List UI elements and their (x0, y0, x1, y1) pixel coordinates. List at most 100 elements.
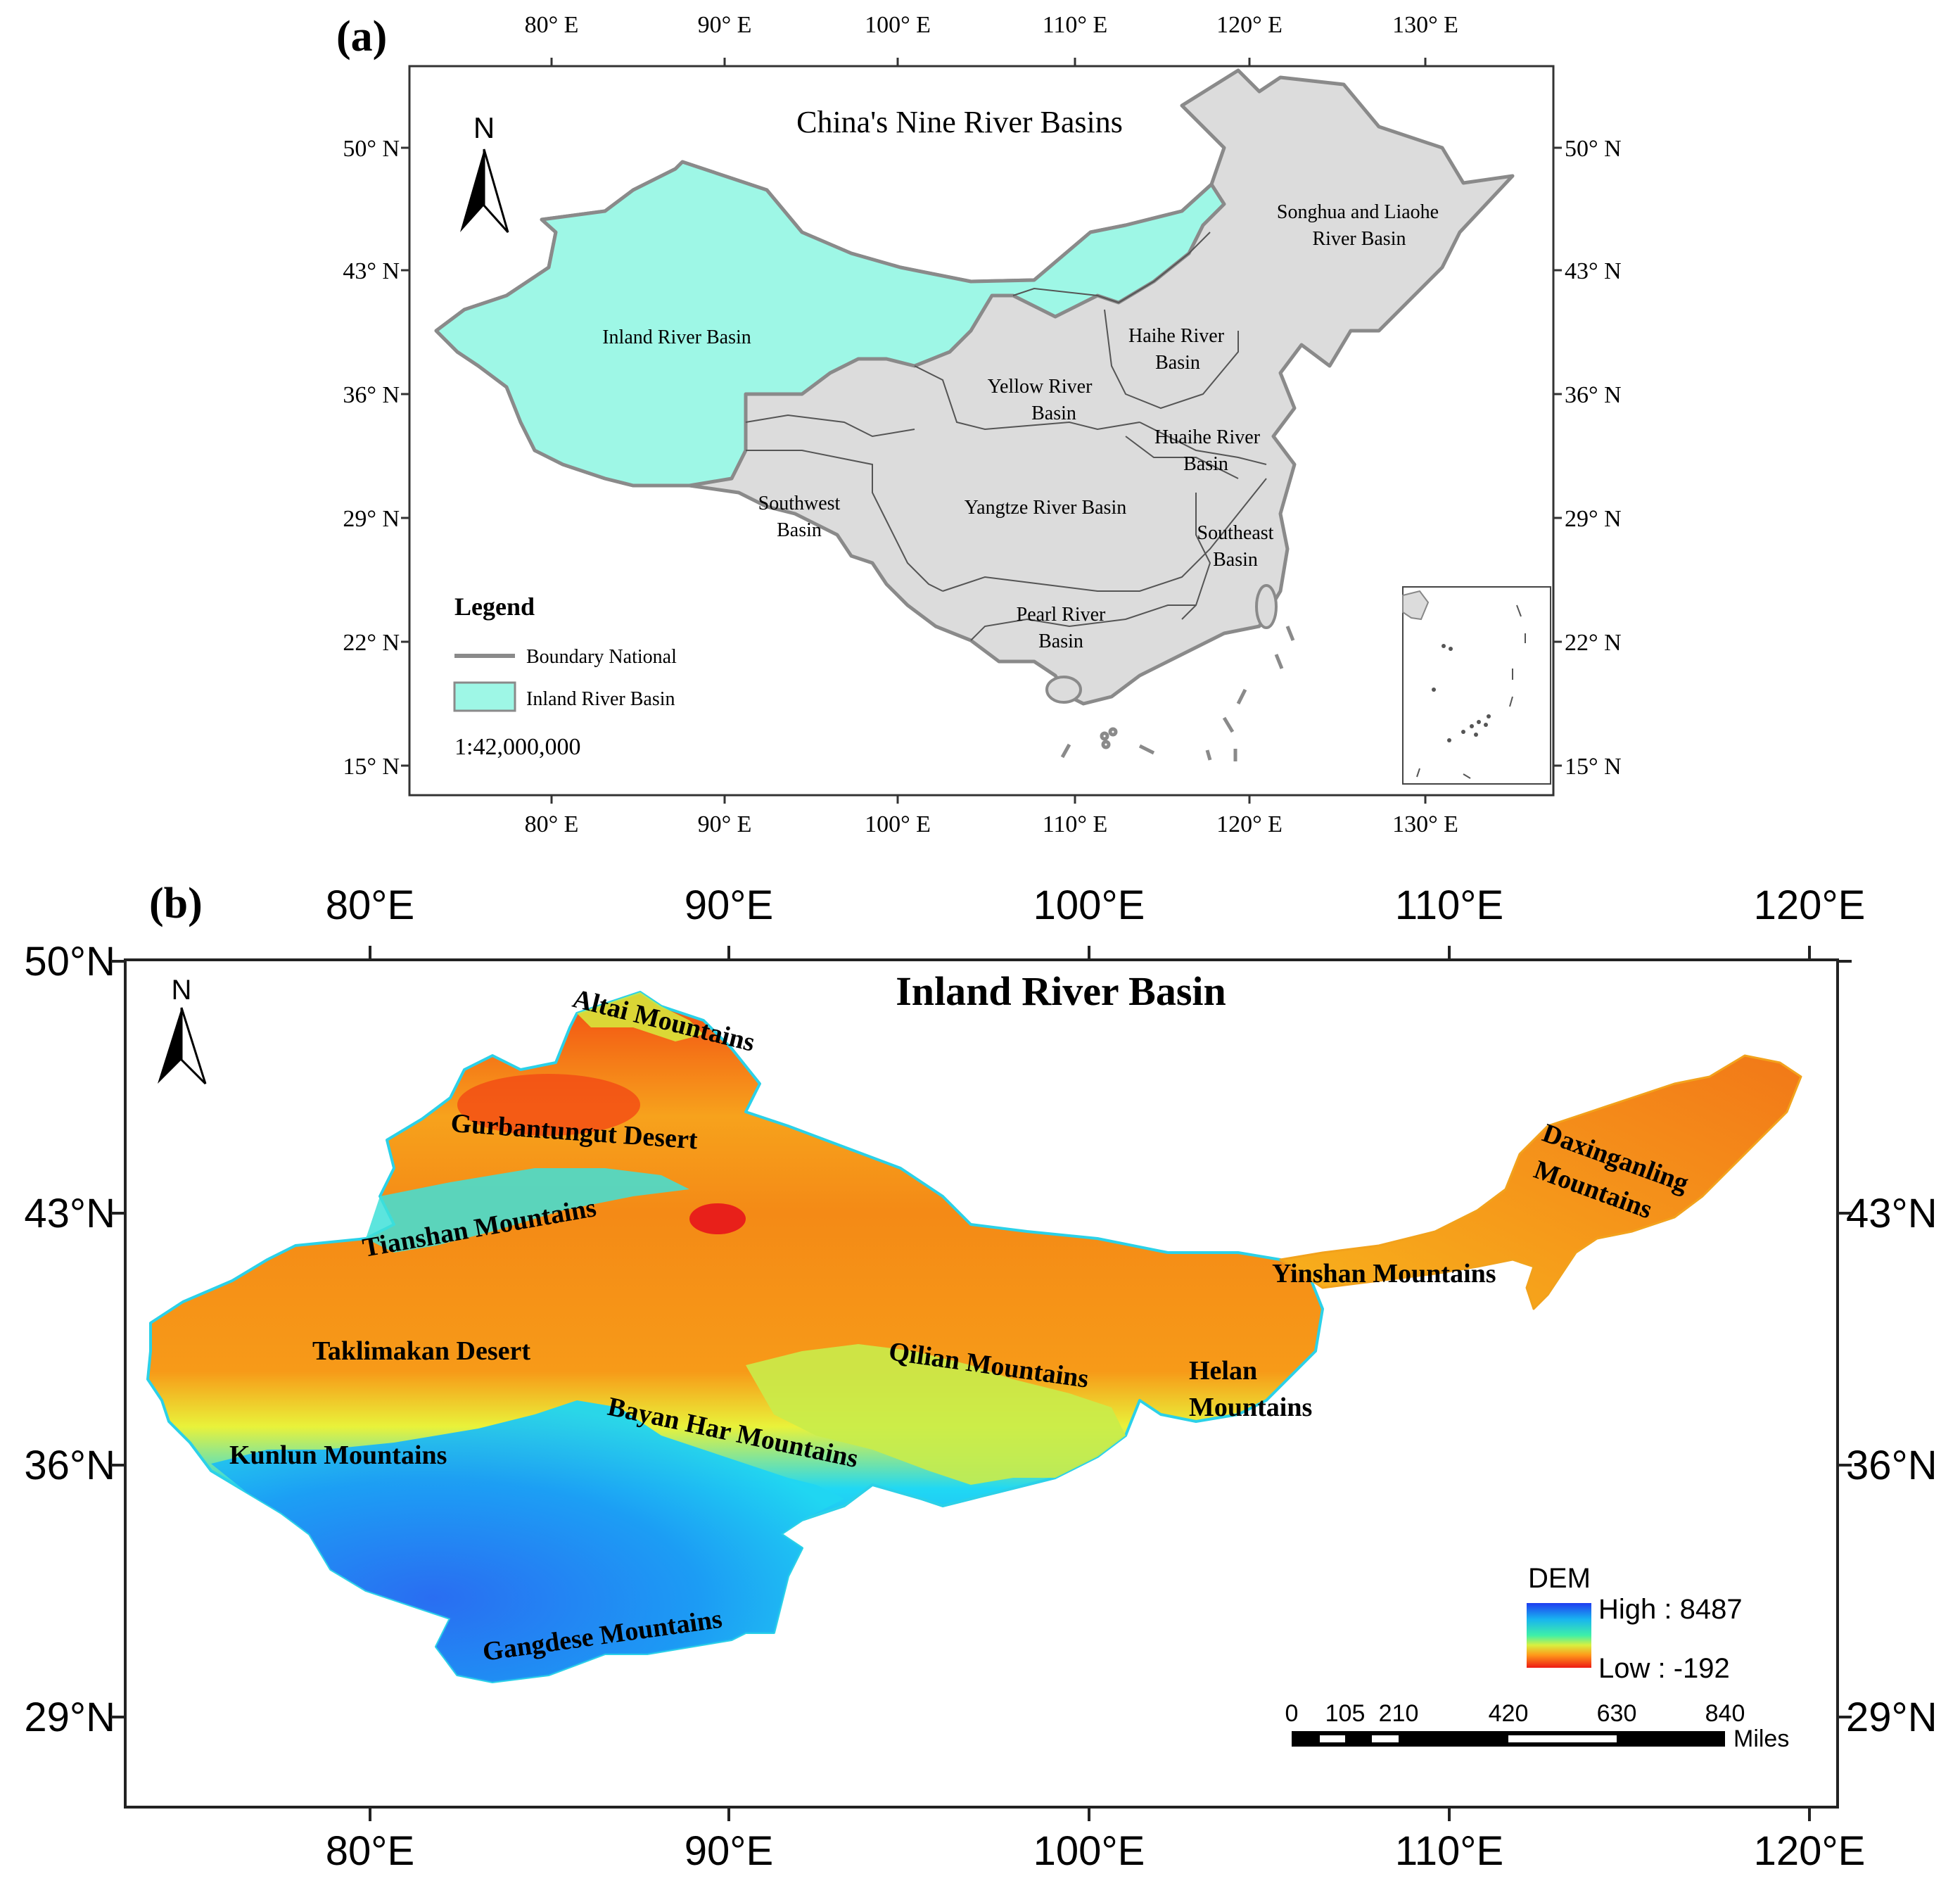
label-pearl: Basin (1038, 631, 1083, 652)
dem-low-label: Low : -192 (1598, 1653, 1730, 1684)
lat-label: 36°N (24, 1443, 115, 1488)
north-arrow-icon: N (460, 111, 509, 234)
label-huaihe: Huaihe River (1154, 426, 1261, 448)
lat-label: 43°N (1846, 1191, 1937, 1236)
label-kunlun: Kunlun Mountains (229, 1440, 447, 1470)
panel-b-left-lat-labels: 50°N 43°N 36°N 29°N (24, 939, 115, 1740)
lon-label: 80° E (525, 12, 579, 38)
lat-label: 29°N (24, 1695, 115, 1740)
panel-a-bottom-lon-labels: 80° E 90° E 100° E 110° E 120° E 130° E (525, 811, 1458, 837)
label-southwest: Basin (777, 519, 822, 541)
panel-a-label: (a) (336, 13, 387, 61)
scale-tick-label: 105 (1325, 1700, 1366, 1727)
north-arrow-label: N (172, 975, 192, 1006)
scale-unit: Miles (1733, 1725, 1789, 1752)
lon-label: 80°E (326, 1828, 414, 1874)
dem-legend: DEM High : 8487 Low : -192 (1527, 1563, 1743, 1684)
basin-boundaries (745, 232, 1267, 641)
label-yinshan: Yinshan Mountains (1272, 1259, 1496, 1288)
lon-label: 80°E (326, 882, 414, 928)
lat-label: 50°N (24, 939, 115, 984)
lat-label: 22° N (1565, 630, 1622, 656)
label-southwest: Southwest (758, 493, 841, 514)
label-yellow: Basin (1031, 403, 1076, 424)
tibetan-plateau-dem (211, 1400, 844, 1682)
label-yangtze: Yangtze River Basin (965, 497, 1126, 519)
label-haihe: Basin (1155, 352, 1200, 374)
legend-title: Legend (454, 593, 535, 621)
panel-a-legend: Legend Boundary National Inland River Ba… (453, 593, 677, 760)
lat-label: 43°N (24, 1191, 115, 1236)
scale-tick-label: 420 (1489, 1700, 1529, 1727)
label-southeast: Basin (1213, 549, 1258, 571)
lon-label: 100° E (865, 811, 931, 837)
scale-tick-label: 0 (1285, 1700, 1299, 1727)
label-yellow: Yellow River (988, 376, 1093, 398)
scale-tick-label: 630 (1597, 1700, 1637, 1727)
lon-label: 120° E (1216, 12, 1283, 38)
panel-a-ticks (401, 58, 1562, 804)
inland-basin-dem-east (1279, 1054, 1802, 1310)
panel-b-label: (b) (149, 880, 203, 927)
basin-labels: Inland River Basin Songhua and Liaohe Ri… (602, 201, 1439, 652)
taiwan-island (1255, 584, 1278, 629)
panel-a-right-lat-labels: 50° N 43° N 36° N 29° N 22° N 15° N (1565, 136, 1622, 780)
panel-a-left-lat-labels: 50° N 43° N 36° N 29° N 22° N 15° N (343, 136, 400, 780)
panel-a: (a) 80° E 90° E 100° E 110° E 120° E 130… (336, 12, 1622, 837)
north-arrow-icon: N (158, 975, 207, 1085)
legend-inland-swatch (453, 681, 516, 712)
label-haihe: Haihe River (1128, 325, 1225, 347)
lat-label: 36°N (1846, 1443, 1937, 1488)
lat-label: 36° N (1565, 382, 1622, 408)
hainan-island (1045, 676, 1082, 704)
panel-a-top-lon-labels: 80° E 90° E 100° E 110° E 120° E 130° E (525, 12, 1458, 38)
label-pearl: Pearl River (1017, 604, 1106, 626)
lon-label: 100°E (1033, 882, 1145, 928)
south-sea-islands (1060, 626, 1295, 761)
turpan-depression-dem (689, 1203, 746, 1234)
lon-label: 120° E (1216, 811, 1283, 837)
dem-legend-title: DEM (1528, 1563, 1591, 1594)
lat-label: 50° N (343, 136, 400, 162)
label-songhua: River Basin (1313, 228, 1406, 250)
scale-ratio: 1:42,000,000 (454, 734, 580, 760)
panel-b-ticks (111, 946, 1852, 1821)
lon-label: 130° E (1392, 12, 1458, 38)
lat-label: 29° N (343, 506, 400, 532)
lon-label: 90° E (698, 12, 752, 38)
lon-label: 130° E (1392, 811, 1458, 837)
label-inland: Inland River Basin (602, 327, 751, 348)
dem-high-label: High : 8487 (1598, 1594, 1743, 1625)
label-huaihe: Basin (1183, 453, 1228, 475)
junggar-basin-dem (457, 1074, 640, 1136)
lon-label: 120°E (1754, 1828, 1866, 1874)
qaidam-basin-dem (746, 1344, 1126, 1485)
lon-label: 100°E (1033, 1828, 1145, 1874)
lat-label: 43° N (343, 258, 400, 284)
lon-label: 80° E (525, 811, 579, 837)
lon-label: 110°E (1395, 1828, 1503, 1874)
panel-b-bottom-lon-labels: 80°E 90°E 100°E 110°E 120°E (326, 1828, 1866, 1874)
legend-boundary-label: Boundary National (526, 646, 677, 668)
lat-label: 36° N (343, 382, 400, 408)
label-helan: Mountains (1189, 1393, 1312, 1422)
lon-label: 110° E (1043, 12, 1108, 38)
lat-label: 22° N (343, 630, 400, 656)
panel-b: (b) 80°E 90°E 100°E 110°E 120°E 80°E 90°… (24, 880, 1937, 1874)
dem-color-ramp (1527, 1603, 1591, 1668)
lon-label: 90° E (698, 811, 752, 837)
lon-label: 110°E (1395, 882, 1503, 928)
label-taklimakan: Taklimakan Desert (312, 1336, 530, 1366)
panel-b-top-lon-labels: 80°E 90°E 100°E 110°E 120°E (326, 882, 1866, 928)
panel-b-title: Inland River Basin (896, 968, 1226, 1014)
lat-label: 29°N (1846, 1695, 1937, 1740)
lat-label: 15° N (343, 754, 400, 780)
lon-label: 90°E (685, 882, 773, 928)
panel-b-right-lat-labels: 43°N 36°N 29°N (1846, 1191, 1937, 1740)
lon-label: 120°E (1754, 882, 1866, 928)
lat-label: 15° N (1565, 754, 1622, 780)
lat-label: 50° N (1565, 136, 1622, 162)
label-songhua: Songhua and Liaohe (1277, 201, 1439, 223)
north-arrow-label: N (473, 111, 495, 144)
